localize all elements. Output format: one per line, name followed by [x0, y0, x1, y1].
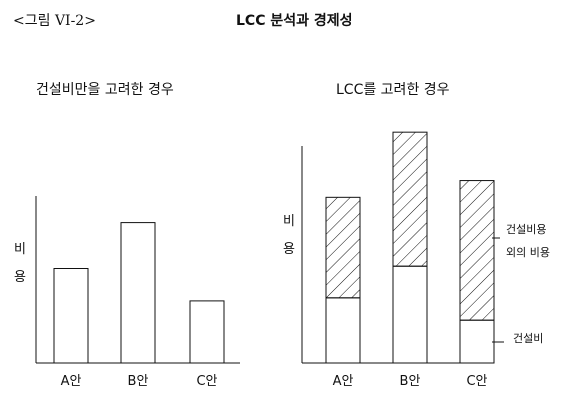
bar-3: [459, 319, 495, 364]
x-tick-label: A안: [61, 374, 82, 389]
x-tick-label: A안: [333, 374, 354, 389]
bar-1: [325, 297, 361, 364]
y-axis-label-char: 비: [14, 242, 26, 257]
left-chart-title: 건설비만을 고려한 경우: [36, 82, 174, 98]
legend-label-hatched-line2: 외의 비용: [506, 246, 550, 259]
figure-label: <그림 VI-2>: [13, 13, 96, 29]
bar-2-segment-2: [392, 131, 428, 267]
left-chart: 비용 A안 B안 C안: [14, 196, 240, 389]
y-axis-label-char: 용: [14, 270, 26, 285]
bar-1-segment-2: [325, 196, 361, 299]
bar-3-segment-2: [459, 180, 495, 321]
x-tick-label: B안: [400, 374, 421, 389]
legend-label-hatched-line1: 건설비용: [506, 223, 546, 236]
bar-3: [189, 300, 225, 364]
x-tick-label: C안: [466, 374, 487, 389]
y-axis-label-char: 용: [283, 242, 295, 257]
x-tick-label: B안: [128, 374, 149, 389]
x-tick-label: C안: [196, 374, 217, 389]
bar-2: [120, 222, 156, 364]
bar-1: [53, 268, 89, 364]
legend-label-base: 건설비: [513, 332, 543, 345]
y-axis-label-char: 비: [283, 214, 295, 229]
figure-title: LCC 분석과 경제성: [236, 13, 353, 29]
bar-2: [392, 265, 428, 364]
right-chart-title: LCC를 고려한 경우: [336, 82, 450, 98]
